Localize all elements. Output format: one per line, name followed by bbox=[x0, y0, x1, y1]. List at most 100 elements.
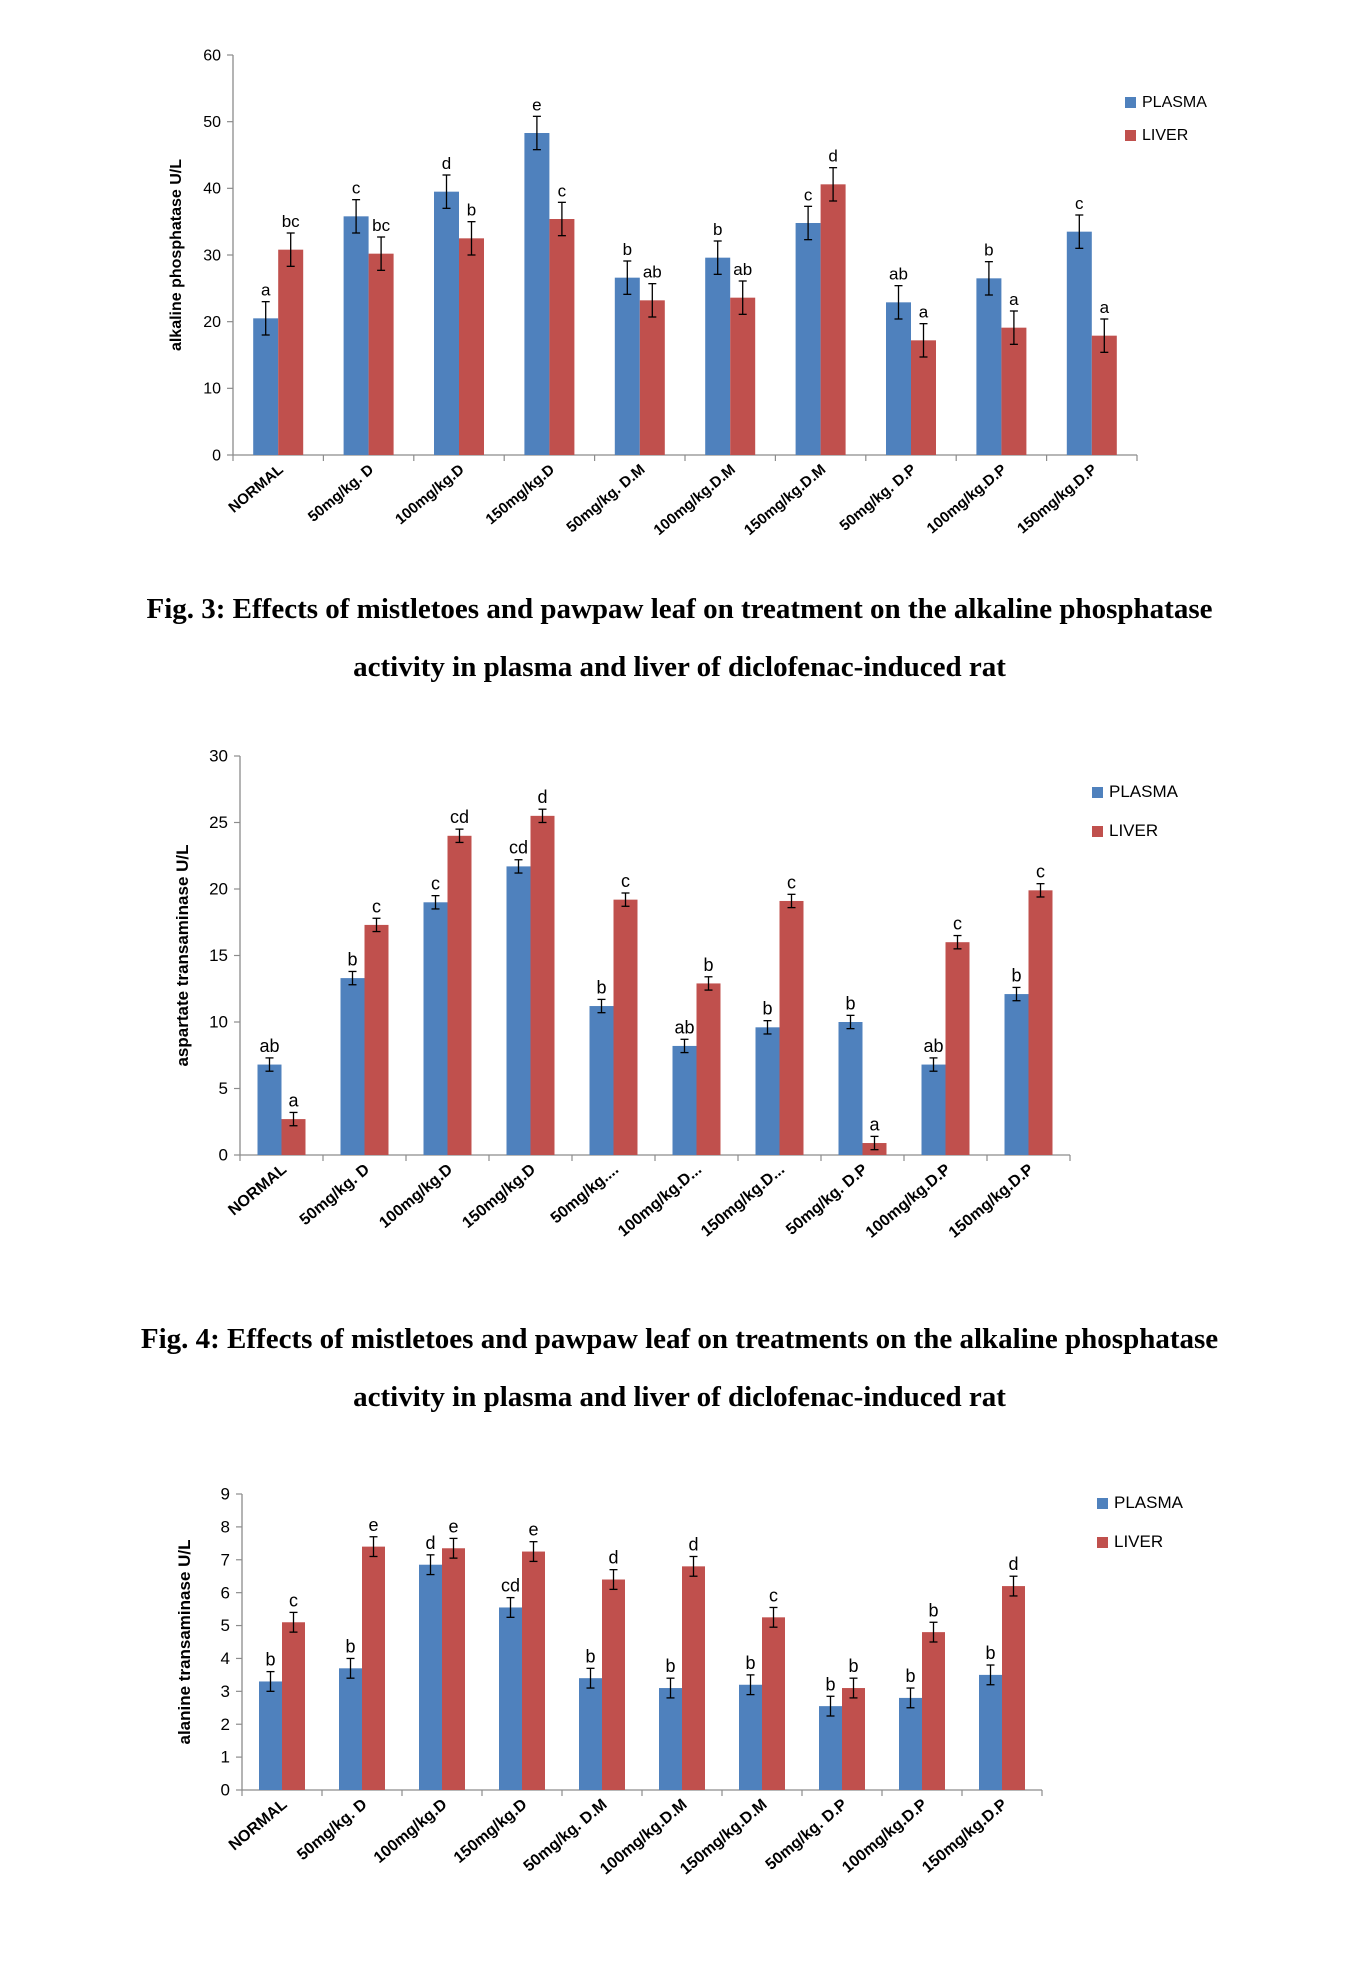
figure-3-caption-line-1: Fig. 3: Effects of mistletoes and pawpaw… bbox=[146, 593, 1213, 625]
figure-3-caption-line-2: activity in plasma and liver of diclofen… bbox=[353, 651, 1006, 683]
chart-1-svg: 0 5 10 15 20 25 30 aspartate transaminase U/L NO… bbox=[173, 747, 1179, 1242]
significance-letter: c bbox=[621, 871, 630, 891]
bar-plasma-1 bbox=[343, 216, 369, 455]
significance-letter: b bbox=[467, 201, 476, 220]
significance-letter: d bbox=[608, 1548, 618, 1568]
bar-liver-1 bbox=[362, 1546, 385, 1790]
significance-letter: c bbox=[769, 1585, 778, 1605]
significance-letter: b bbox=[347, 949, 357, 969]
bar-plasma-7 bbox=[886, 302, 911, 455]
significance-letter: c bbox=[372, 896, 381, 916]
bar-liver-4 bbox=[602, 1579, 625, 1790]
significance-letter: ab bbox=[259, 1036, 279, 1056]
significance-letter: b bbox=[596, 977, 606, 997]
significance-letter: b bbox=[623, 240, 632, 259]
bar-liver-1 bbox=[364, 924, 389, 1155]
y-tick-label: 1 bbox=[221, 1748, 230, 1767]
bar-plasma-9 bbox=[979, 1674, 1002, 1790]
x-tick-label: 100mg/kg.D.M bbox=[651, 461, 739, 539]
bar-plasma-3 bbox=[499, 1607, 522, 1790]
bar-liver-1 bbox=[368, 253, 394, 455]
x-tick-label: 150mg/kg.D.P bbox=[1014, 461, 1100, 537]
x-tick-label: 50mg/kg. D bbox=[297, 1161, 373, 1229]
bar-liver-0 bbox=[278, 249, 304, 455]
chart-0-svg: 0 10 20 30 40 50 60 alkaline phosphatase U/L NOR… bbox=[168, 47, 1207, 539]
x-tick-label: 50mg/kg. D.P bbox=[783, 1161, 871, 1239]
alkaline-phosphatase-chart: 0 10 20 30 40 50 60 alkaline phosphatase U/L NOR… bbox=[0, 30, 1359, 570]
bar-liver-7 bbox=[911, 340, 936, 455]
legend-label-plasma: PLASMA bbox=[1109, 782, 1179, 801]
y-tick-label: 7 bbox=[221, 1550, 230, 1569]
bar-plasma-5 bbox=[705, 257, 731, 455]
x-tick-label: 100mg/kg.D.P bbox=[924, 461, 1010, 537]
x-tick-label: 150mg/kg.D.M bbox=[677, 1796, 770, 1878]
significance-letter: a bbox=[288, 1090, 299, 1110]
y-tick-label: 6 bbox=[221, 1583, 230, 1602]
legend-label-plasma: PLASMA bbox=[1114, 1493, 1184, 1512]
significance-letter: ab bbox=[674, 1017, 694, 1037]
significance-letter: b bbox=[985, 1643, 995, 1663]
figure-4-caption-line-1: Fig. 4: Effects of mistletoes and pawpaw… bbox=[140, 1323, 1219, 1355]
y-tick-label: 60 bbox=[203, 47, 221, 64]
bar-plasma-5 bbox=[672, 1045, 697, 1155]
significance-letter: b bbox=[984, 241, 993, 260]
significance-letter: c bbox=[558, 181, 567, 200]
y-tick-label: 30 bbox=[203, 247, 221, 264]
significance-letter: b bbox=[928, 1600, 938, 1620]
significance-letter: b bbox=[345, 1636, 355, 1656]
x-tick-label: 150mg/kg.D.P bbox=[919, 1796, 1011, 1877]
bar-plasma-5 bbox=[659, 1688, 682, 1790]
y-tick-label: 0 bbox=[212, 447, 221, 464]
x-tick-label: 50mg/kg. D bbox=[305, 461, 377, 526]
y-tick-label: 40 bbox=[203, 181, 221, 198]
figure-4-caption: Fig. 4: Effects of mistletoes and pawpaw… bbox=[0, 1310, 1359, 1426]
y-tick-label: 25 bbox=[209, 813, 228, 832]
bar-plasma-3 bbox=[506, 866, 531, 1155]
legend-swatch-plasma bbox=[1097, 1498, 1108, 1509]
y-axis-label: alanine transaminase U/L bbox=[175, 1539, 194, 1744]
x-tick-label: 100mg/kg.D bbox=[371, 1796, 451, 1867]
bar-liver-4 bbox=[639, 300, 665, 455]
x-tick-label: 150mg/kg.D.P bbox=[946, 1161, 1038, 1242]
x-tick-label: NORMAL bbox=[225, 1161, 290, 1219]
bar-liver-8 bbox=[1001, 327, 1027, 455]
bar-liver-5 bbox=[682, 1566, 705, 1790]
legend-label-plasma: PLASMA bbox=[1142, 94, 1207, 111]
x-tick-label: NORMAL bbox=[226, 1796, 291, 1854]
chart-2-svg: 0 1 2 3 4 5 6 7 8 9 alanine transaminase U/L NORMAL… bbox=[175, 1485, 1184, 1879]
significance-letter: b bbox=[825, 1674, 835, 1694]
significance-letter: a bbox=[1009, 290, 1019, 309]
significance-letter: ab bbox=[643, 263, 662, 282]
significance-letter: b bbox=[703, 955, 713, 975]
y-tick-label: 0 bbox=[221, 1781, 230, 1800]
bar-plasma-0 bbox=[253, 318, 279, 455]
bar-plasma-7 bbox=[819, 1706, 842, 1790]
significance-letter: bc bbox=[372, 216, 390, 235]
bar-plasma-0 bbox=[257, 1064, 282, 1155]
legend-label-liver: LIVER bbox=[1114, 1532, 1163, 1551]
x-tick-label: 150mg/kg.D bbox=[459, 1161, 539, 1232]
bar-liver-3 bbox=[530, 815, 555, 1155]
aspartate-transaminase-chart: 0 5 10 15 20 25 30 aspartate transaminase U/L NO… bbox=[0, 735, 1359, 1295]
y-tick-label: 8 bbox=[221, 1517, 230, 1536]
bar-plasma-4 bbox=[614, 277, 640, 455]
x-tick-label: 50mg/kg.... bbox=[548, 1161, 622, 1227]
bar-liver-6 bbox=[820, 184, 846, 456]
significance-letter: c bbox=[787, 872, 796, 892]
bar-liver-2 bbox=[442, 1548, 465, 1790]
legend-swatch-plasma bbox=[1092, 787, 1103, 798]
bar-plasma-8 bbox=[976, 278, 1002, 455]
significance-letter: e bbox=[368, 1515, 378, 1535]
figure-3-caption: Fig. 3: Effects of mistletoes and pawpaw… bbox=[0, 580, 1359, 696]
x-tick-label: 50mg/kg. D.P bbox=[763, 1796, 851, 1874]
significance-letter: c bbox=[804, 185, 813, 204]
x-tick-label: 50mg/kg. D.M bbox=[563, 461, 648, 536]
significance-letter: a bbox=[919, 303, 929, 322]
significance-letter: c bbox=[289, 1590, 298, 1610]
bar-liver-5 bbox=[696, 983, 721, 1155]
bar-liver-3 bbox=[522, 1551, 545, 1790]
bar-liver-7 bbox=[842, 1688, 865, 1790]
significance-letter: cd bbox=[450, 807, 469, 827]
bar-plasma-1 bbox=[340, 978, 365, 1155]
legend-swatch-liver bbox=[1097, 1537, 1108, 1548]
